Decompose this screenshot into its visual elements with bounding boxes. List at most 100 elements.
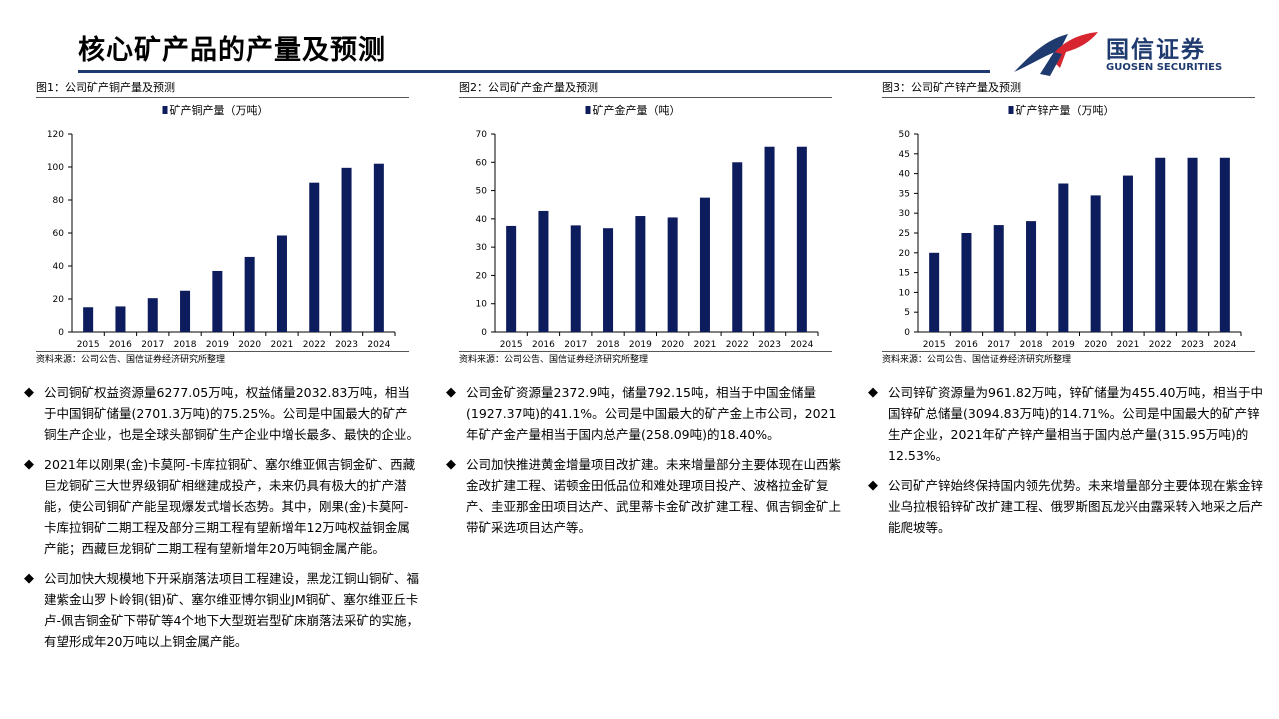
legend-swatch [585,106,591,114]
bar-2018 [603,228,614,332]
x-tick-label: 2021 [693,340,716,350]
zinc-bar-chart: 矿产锌产量（万吨） 0 5 10 15 20 25 30 35 40 45 50 2015 2016 201… [899,103,1242,350]
diamond-bullet-icon: ◆ [868,478,878,493]
x-tick-label: 2024 [367,340,390,350]
diamond-bullet-icon: ◆ [868,385,878,400]
legend: 矿产锌产量（万吨） [1008,103,1115,117]
y-tick-label: 25 [899,229,910,239]
bullet-column-gold: ◆ 公司金矿资源量2372.9吨，储量792.15吨，相当于中国金储量(1927.… [446,382,841,547]
bar-2020 [244,256,255,332]
legend-swatch [162,106,168,114]
bullet-item: ◆ 公司矿产锌始终保持国内领先优势。未来增量部分主要体现在紫金锌业乌拉根铅锌矿改扩… [868,475,1263,538]
x-tick-label: 2020 [238,340,261,350]
x-tick-label: 2023 [335,340,358,350]
bullet-item: ◆ 公司金矿资源量2372.9吨，储量792.15吨，相当于中国金储量(1927.… [446,382,841,445]
y-tick-label: 70 [476,130,488,140]
y-tick-label: 5 [904,308,910,318]
title-rule [78,70,990,73]
bullet-text: 公司加快推进黄金增量项目改扩建。未来增量部分主要体现在山西紫金改扩建工程、诺顿金… [466,457,842,535]
bullet-item: ◆ 公司锌矿资源量为961.82万吨，锌矿储量为455.40万吨，相当于中国锌矿总… [868,382,1263,466]
y-tick-label: 20 [476,271,488,281]
y-tick-label: 45 [899,150,910,160]
y-tick-label: 0 [904,328,910,338]
x-tick-label: 2017 [987,340,1010,350]
y-tick-label: 10 [476,300,488,310]
y-tick-label: 15 [899,269,910,279]
x-tick-label: 2015 [500,340,523,350]
chart-source: 资料来源：公司公告、国信证券经济研究所整理 [36,351,409,368]
x-tick-label: 2021 [1116,340,1139,350]
y-tick-label: 60 [53,229,65,239]
x-tick-label: 2018 [174,340,197,350]
bar-2019 [1058,183,1069,332]
bar-2016 [961,233,972,332]
copper-bar-chart: 矿产铜产量（万吨） 0 20 40 60 80 100 120 2015 2016 2017 2018… [47,103,396,350]
bar-2015 [83,307,94,332]
figure-title: 图3：公司矿产锌产量及预测 [882,79,1255,98]
bar-2018 [180,290,191,332]
y-tick-label: 80 [53,196,65,206]
bar-2017 [993,225,1004,332]
y-tick-label: 40 [476,215,488,225]
bar-2020 [1090,195,1101,332]
logo-chinese-text: 国信证券 [1106,37,1206,63]
bar-2018 [1026,221,1037,332]
x-tick-label: 2022 [303,340,326,350]
y-tick-label: 60 [476,158,488,168]
legend-swatch [1008,106,1014,114]
y-tick-label: 40 [899,170,911,180]
bar-2021 [276,235,287,332]
figure-title: 图1：公司矿产铜产量及预测 [36,79,409,98]
bar-2019 [212,270,223,332]
bullet-column-copper: ◆ 公司铜矿权益资源量6277.05万吨，权益储量2032.83万吨，相当于中国铜… [24,382,419,661]
x-tick-label: 2020 [1084,340,1107,350]
y-tick-label: 50 [476,187,488,197]
bullet-text: 公司矿产锌始终保持国内领先优势。未来增量部分主要体现在紫金锌业乌拉根铅锌矿改扩建… [888,478,1264,535]
bar-2020 [667,217,678,332]
bullet-text: 2021年以刚果(金)卡莫阿-卡库拉铜矿、塞尔维亚佩吉铜金矿、西藏巨龙铜矿三大世… [44,457,416,556]
x-tick-label: 2018 [1020,340,1043,350]
y-tick-label: 120 [47,130,64,140]
y-tick-label: 35 [899,189,910,199]
y-tick-label: 0 [481,328,487,338]
x-tick-label: 2019 [206,340,229,350]
x-tick-label: 2022 [1149,340,1172,350]
diamond-bullet-icon: ◆ [446,457,456,472]
chart-panel-gold: 图2：公司矿产金产量及预测 矿产金产量（吨） 0 10 20 30 40 50 60 70 201… [459,79,832,368]
legend-label: 矿产金产量（吨） [593,103,681,117]
x-tick-label: 2019 [629,340,652,350]
bullet-item: ◆ 公司加快大规模地下开采崩落法项目工程建设，黑龙江铜山铜矿、福建紫金山罗卜岭铜(… [24,568,419,652]
bar-2015 [506,225,517,332]
chart-panel-copper: 图1：公司矿产铜产量及预测 矿产铜产量（万吨） 0 20 40 60 80 100 120 20… [36,79,409,368]
x-tick-label: 2015 [77,340,100,350]
bullet-item: ◆ 2021年以刚果(金)卡莫阿-卡库拉铜矿、塞尔维亚佩吉铜金矿、西藏巨龙铜矿三大… [24,454,419,559]
x-tick-label: 2021 [270,340,293,350]
chart-source: 资料来源：公司公告、国信证券经济研究所整理 [882,351,1255,368]
y-tick-label: 10 [899,288,911,298]
y-tick-label: 100 [47,163,64,173]
y-tick-label: 30 [476,243,488,253]
y-tick-label: 40 [53,262,65,272]
diamond-bullet-icon: ◆ [24,457,34,472]
bar-2019 [635,216,646,332]
page-title: 核心矿产品的产量及预测 [78,35,386,66]
x-tick-label: 2023 [1181,340,1204,350]
logo-english-text: GUOSEN SECURITIES [1106,62,1223,73]
x-tick-label: 2016 [109,340,132,350]
bar-2022 [309,182,320,332]
bar-2016 [538,210,549,332]
bar-2015 [929,252,940,332]
bullet-item: ◆ 公司加快推进黄金增量项目改扩建。未来增量部分主要体现在山西紫金改扩建工程、诺顿… [446,454,841,538]
x-tick-label: 2017 [564,340,587,350]
legend: 矿产铜产量（万吨） [162,103,269,117]
guosen-logo-mark-icon [1014,32,1098,76]
guosen-logo: 国信证券 GUOSEN SECURITIES [1010,28,1270,78]
bar-2021 [1122,175,1133,332]
figure-title: 图2：公司矿产金产量及预测 [459,79,832,98]
diamond-bullet-icon: ◆ [446,385,456,400]
x-tick-label: 2022 [726,340,749,350]
x-tick-label: 2024 [790,340,813,350]
y-tick-label: 50 [899,130,911,140]
legend-label: 矿产铜产量（万吨） [170,103,269,117]
bar-2023 [764,146,775,332]
